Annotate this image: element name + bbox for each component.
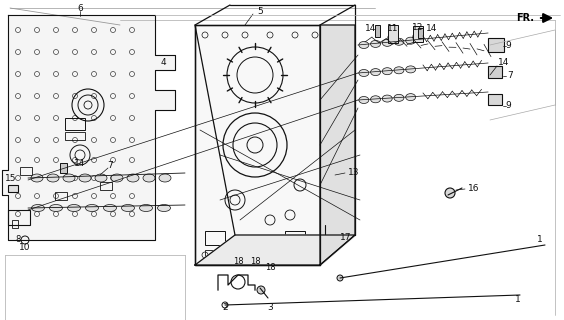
Ellipse shape [111,174,123,182]
Ellipse shape [127,174,139,182]
Text: 14: 14 [498,58,509,67]
Text: 9: 9 [505,100,511,109]
Circle shape [325,170,335,180]
Text: 7: 7 [107,161,113,170]
Text: 9: 9 [505,41,511,50]
Ellipse shape [394,38,404,45]
Text: 10: 10 [19,244,31,252]
Bar [8,210,30,225]
Circle shape [413,32,423,42]
Bar [55,192,67,200]
Bar [205,231,225,245]
Text: 15: 15 [5,173,16,182]
Ellipse shape [406,94,416,100]
Text: 18: 18 [233,258,243,267]
Ellipse shape [68,204,81,212]
Bar [205,250,223,260]
Polygon shape [195,235,355,265]
Bar [488,38,504,52]
Ellipse shape [371,40,381,47]
Ellipse shape [359,97,369,103]
Circle shape [445,188,455,198]
Text: 8: 8 [15,235,21,244]
Text: 6: 6 [77,4,83,12]
Text: 14: 14 [365,23,377,33]
Text: 14: 14 [74,158,86,167]
Text: 1: 1 [515,295,521,305]
Ellipse shape [157,204,170,212]
Circle shape [337,275,343,281]
Ellipse shape [121,204,134,212]
Bar [488,94,502,105]
Ellipse shape [104,204,117,212]
Ellipse shape [47,174,59,182]
Bar [65,118,85,130]
Text: 7: 7 [507,70,513,79]
Ellipse shape [31,174,43,182]
Text: 18: 18 [250,258,261,267]
Bar [20,167,32,175]
Text: 13: 13 [348,167,359,177]
Ellipse shape [406,37,416,44]
Text: 3: 3 [267,303,273,313]
Circle shape [388,33,398,43]
Ellipse shape [143,174,155,182]
Ellipse shape [406,66,416,73]
Circle shape [257,286,265,294]
Polygon shape [320,25,355,265]
Bar [488,66,502,78]
Ellipse shape [382,39,392,46]
Circle shape [320,235,330,245]
Ellipse shape [371,68,381,76]
Text: 16: 16 [468,183,479,193]
Bar [413,26,423,42]
Ellipse shape [95,174,107,182]
Bar [285,231,305,245]
Text: 18: 18 [265,263,275,273]
Polygon shape [2,15,175,240]
Text: 17: 17 [340,233,351,242]
Ellipse shape [86,204,99,212]
Text: 12: 12 [412,22,424,31]
Bar [388,25,398,43]
Ellipse shape [359,42,369,49]
Text: 5: 5 [257,6,263,15]
Text: 14: 14 [426,23,438,33]
Bar [12,220,18,228]
Text: 11: 11 [387,23,399,33]
Ellipse shape [382,68,392,75]
Ellipse shape [382,95,392,102]
Bar [60,163,67,173]
Ellipse shape [139,204,152,212]
Ellipse shape [50,204,63,212]
Ellipse shape [359,69,369,76]
Text: 4: 4 [160,58,166,67]
Ellipse shape [394,67,404,74]
Text: 2: 2 [222,303,228,313]
Text: FR.: FR. [516,13,534,23]
Ellipse shape [371,96,381,103]
Bar [100,182,112,190]
Ellipse shape [32,204,45,212]
Ellipse shape [79,174,91,182]
Ellipse shape [159,174,171,182]
Ellipse shape [394,94,404,101]
Text: 1: 1 [537,236,543,244]
Ellipse shape [63,174,75,182]
Bar [195,25,320,265]
Bar [375,25,380,37]
Bar [8,185,18,192]
Bar [65,132,85,140]
Bar [418,28,423,38]
